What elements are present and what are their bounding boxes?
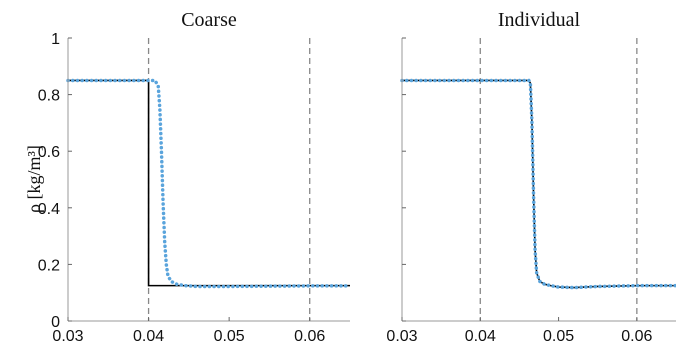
y-axis-label: ρ [kg/m³] (24, 145, 44, 213)
x-tick-label: 0.04 (465, 328, 496, 345)
panel-individual: 0.03 0.04 0.05 0.06 Individual (386, 9, 676, 345)
series-line-solid (68, 79, 350, 287)
y-tick-label: 0 (51, 314, 60, 331)
x-tick-label: 0.04 (133, 328, 164, 345)
y-tick-label: 0.8 (38, 88, 60, 105)
y-tick-label: 0.6 (38, 144, 60, 161)
x-tick-label: 0.05 (214, 328, 245, 345)
x-tick-label: 0.06 (294, 328, 325, 345)
series-line-solid (402, 79, 676, 289)
panel-title: Coarse (181, 9, 237, 31)
series-line-dotted (400, 78, 676, 290)
series-line-dotted (66, 78, 352, 289)
x-tick-label: 0.06 (621, 328, 652, 345)
y-tick-label: 1 (51, 31, 60, 48)
x-tick-label: 0.03 (386, 328, 417, 345)
y-tick-label: 0.2 (38, 257, 60, 274)
panel-coarse: 0.03 0.04 0.05 0.06 0 0.2 0.4 0.6 0.8 1 Coarse (38, 9, 352, 345)
panel-title: Individual (498, 9, 581, 31)
x-tick-label: 0.03 (52, 328, 83, 345)
x-tick-label: 0.05 (543, 328, 574, 345)
y-tick-label: 0.4 (38, 201, 60, 218)
